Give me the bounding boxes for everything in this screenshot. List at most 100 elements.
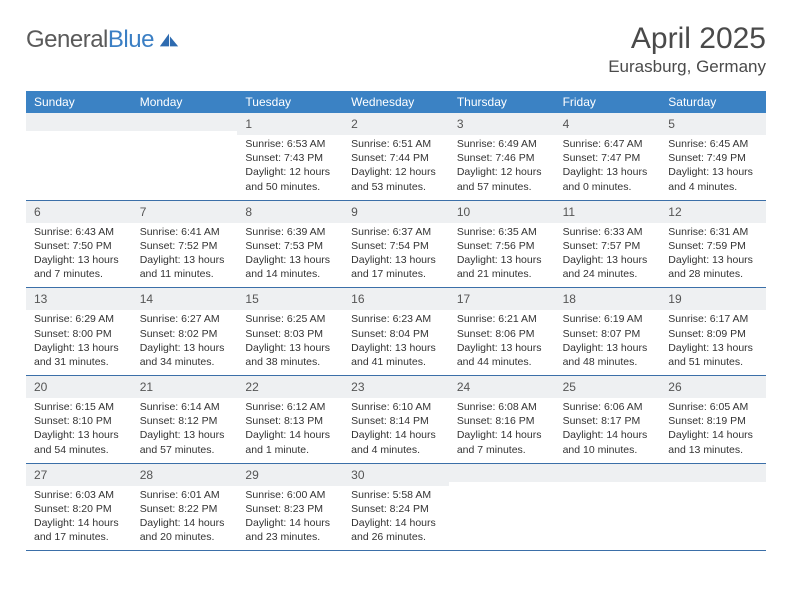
day-details: Sunrise: 6:39 AMSunset: 7:53 PMDaylight:…	[237, 223, 343, 288]
dow-tuesday: Tuesday	[237, 91, 343, 113]
day-details: Sunrise: 6:10 AMSunset: 8:14 PMDaylight:…	[343, 398, 449, 463]
sunset-line: Sunset: 8:14 PM	[351, 414, 441, 428]
day-number: 18	[563, 292, 576, 306]
dow-saturday: Saturday	[660, 91, 766, 113]
day-number: 2	[351, 117, 358, 131]
sunrise-line: Sunrise: 6:31 AM	[668, 225, 758, 239]
sunset-line: Sunset: 8:13 PM	[245, 414, 335, 428]
day-cell	[132, 113, 238, 200]
day-details: Sunrise: 6:41 AMSunset: 7:52 PMDaylight:…	[132, 223, 238, 288]
sunrise-line: Sunrise: 6:14 AM	[140, 400, 230, 414]
dow-thursday: Thursday	[449, 91, 555, 113]
day-cell: 12Sunrise: 6:31 AMSunset: 7:59 PMDayligh…	[660, 201, 766, 288]
day-details: Sunrise: 6:01 AMSunset: 8:22 PMDaylight:…	[132, 486, 238, 551]
day-cell: 18Sunrise: 6:19 AMSunset: 8:07 PMDayligh…	[555, 288, 661, 375]
sunset-line: Sunset: 8:16 PM	[457, 414, 547, 428]
day-cell: 1Sunrise: 6:53 AMSunset: 7:43 PMDaylight…	[237, 113, 343, 200]
day-cell: 29Sunrise: 6:00 AMSunset: 8:23 PMDayligh…	[237, 464, 343, 551]
day-cell: 26Sunrise: 6:05 AMSunset: 8:19 PMDayligh…	[660, 376, 766, 463]
day-details: Sunrise: 6:43 AMSunset: 7:50 PMDaylight:…	[26, 223, 132, 288]
week-row: 6Sunrise: 6:43 AMSunset: 7:50 PMDaylight…	[26, 201, 766, 289]
day-details: Sunrise: 6:37 AMSunset: 7:54 PMDaylight:…	[343, 223, 449, 288]
daylight-line: Daylight: 13 hours and 51 minutes.	[668, 341, 758, 369]
day-number: 29	[245, 468, 258, 482]
sunset-line: Sunset: 7:59 PM	[668, 239, 758, 253]
day-details: Sunrise: 6:15 AMSunset: 8:10 PMDaylight:…	[26, 398, 132, 463]
sunrise-line: Sunrise: 5:58 AM	[351, 488, 441, 502]
sunrise-line: Sunrise: 6:39 AM	[245, 225, 335, 239]
week-row: 1Sunrise: 6:53 AMSunset: 7:43 PMDaylight…	[26, 113, 766, 201]
weeks-container: 1Sunrise: 6:53 AMSunset: 7:43 PMDaylight…	[26, 113, 766, 551]
day-cell: 16Sunrise: 6:23 AMSunset: 8:04 PMDayligh…	[343, 288, 449, 375]
daylight-line: Daylight: 13 hours and 48 minutes.	[563, 341, 653, 369]
day-cell	[660, 464, 766, 551]
day-cell: 8 Sunrise: 6:39 AMSunset: 7:53 PMDaylight…	[237, 201, 343, 288]
day-number: 16	[351, 292, 364, 306]
sunset-line: Sunset: 7:50 PM	[34, 239, 124, 253]
day-number: 4	[563, 117, 570, 131]
sunset-line: Sunset: 7:46 PM	[457, 151, 547, 165]
day-of-week-header: SundayMondayTuesdayWednesdayThursdayFrid…	[26, 91, 766, 113]
daylight-line: Daylight: 13 hours and 54 minutes.	[34, 428, 124, 456]
day-number: 11	[563, 205, 575, 219]
day-number: 1	[245, 117, 252, 131]
day-details: Sunrise: 6:17 AMSunset: 8:09 PMDaylight:…	[660, 310, 766, 375]
day-cell: 5 Sunrise: 6:45 AMSunset: 7:49 PMDaylight…	[660, 113, 766, 200]
day-details: Sunrise: 6:35 AMSunset: 7:56 PMDaylight:…	[449, 223, 555, 288]
sunrise-line: Sunrise: 6:23 AM	[351, 312, 441, 326]
sunset-line: Sunset: 7:44 PM	[351, 151, 441, 165]
day-cell: 10Sunrise: 6:35 AMSunset: 7:56 PMDayligh…	[449, 201, 555, 288]
sunrise-line: Sunrise: 6:47 AM	[563, 137, 653, 151]
day-number: 9	[351, 205, 358, 219]
day-details: Sunrise: 6:05 AMSunset: 8:19 PMDaylight:…	[660, 398, 766, 463]
sunset-line: Sunset: 8:12 PM	[140, 414, 230, 428]
sunrise-line: Sunrise: 6:25 AM	[245, 312, 335, 326]
day-number: 21	[140, 380, 153, 394]
sunset-line: Sunset: 8:19 PM	[668, 414, 758, 428]
daylight-line: Daylight: 14 hours and 4 minutes.	[351, 428, 441, 456]
sunrise-line: Sunrise: 6:51 AM	[351, 137, 441, 151]
logo-word-1: General	[26, 26, 108, 53]
day-number: 28	[140, 468, 153, 482]
day-details: Sunrise: 6:45 AMSunset: 7:49 PMDaylight:…	[660, 135, 766, 200]
sunrise-line: Sunrise: 6:00 AM	[245, 488, 335, 502]
day-number: 20	[34, 380, 47, 394]
dow-sunday: Sunday	[26, 91, 132, 113]
day-number: 12	[668, 205, 681, 219]
sunset-line: Sunset: 8:03 PM	[245, 327, 335, 341]
day-cell: 3 Sunrise: 6:49 AMSunset: 7:46 PMDaylight…	[449, 113, 555, 200]
sunrise-line: Sunrise: 6:49 AM	[457, 137, 547, 151]
day-cell: 30Sunrise: 5:58 AMSunset: 8:24 PMDayligh…	[343, 464, 449, 551]
sunset-line: Sunset: 8:10 PM	[34, 414, 124, 428]
sunrise-line: Sunrise: 6:06 AM	[563, 400, 653, 414]
daylight-line: Daylight: 14 hours and 7 minutes.	[457, 428, 547, 456]
day-number: 3	[457, 117, 464, 131]
day-details: Sunrise: 6:47 AMSunset: 7:47 PMDaylight:…	[555, 135, 661, 200]
day-details: Sunrise: 6:33 AMSunset: 7:57 PMDaylight:…	[555, 223, 661, 288]
daylight-line: Daylight: 14 hours and 1 minute.	[245, 428, 335, 456]
day-number: 8	[245, 205, 252, 219]
sunrise-line: Sunrise: 6:15 AM	[34, 400, 124, 414]
day-cell	[555, 464, 661, 551]
daylight-line: Daylight: 13 hours and 31 minutes.	[34, 341, 124, 369]
day-number: 24	[457, 380, 470, 394]
daylight-line: Daylight: 12 hours and 57 minutes.	[457, 165, 547, 193]
day-details: Sunrise: 6:14 AMSunset: 8:12 PMDaylight:…	[132, 398, 238, 463]
sunset-line: Sunset: 8:00 PM	[34, 327, 124, 341]
sunset-line: Sunset: 8:20 PM	[34, 502, 124, 516]
sunrise-line: Sunrise: 6:29 AM	[34, 312, 124, 326]
sunrise-line: Sunrise: 6:41 AM	[140, 225, 230, 239]
sunrise-line: Sunrise: 6:12 AM	[245, 400, 335, 414]
day-number: 5	[668, 117, 675, 131]
sunrise-line: Sunrise: 6:08 AM	[457, 400, 547, 414]
sunrise-line: Sunrise: 6:33 AM	[563, 225, 653, 239]
week-row: 27Sunrise: 6:03 AMSunset: 8:20 PMDayligh…	[26, 464, 766, 552]
day-number: 13	[34, 292, 47, 306]
sunset-line: Sunset: 7:47 PM	[563, 151, 653, 165]
title-block: April 2025 Eurasburg, Germany	[608, 22, 766, 77]
sail-icon	[158, 31, 180, 49]
daylight-line: Daylight: 14 hours and 13 minutes.	[668, 428, 758, 456]
sunrise-line: Sunrise: 6:37 AM	[351, 225, 441, 239]
day-details: Sunrise: 6:12 AMSunset: 8:13 PMDaylight:…	[237, 398, 343, 463]
day-cell: 20 Sunrise: 6:15 AMSunset: 8:10 PMDayligh…	[26, 376, 132, 463]
